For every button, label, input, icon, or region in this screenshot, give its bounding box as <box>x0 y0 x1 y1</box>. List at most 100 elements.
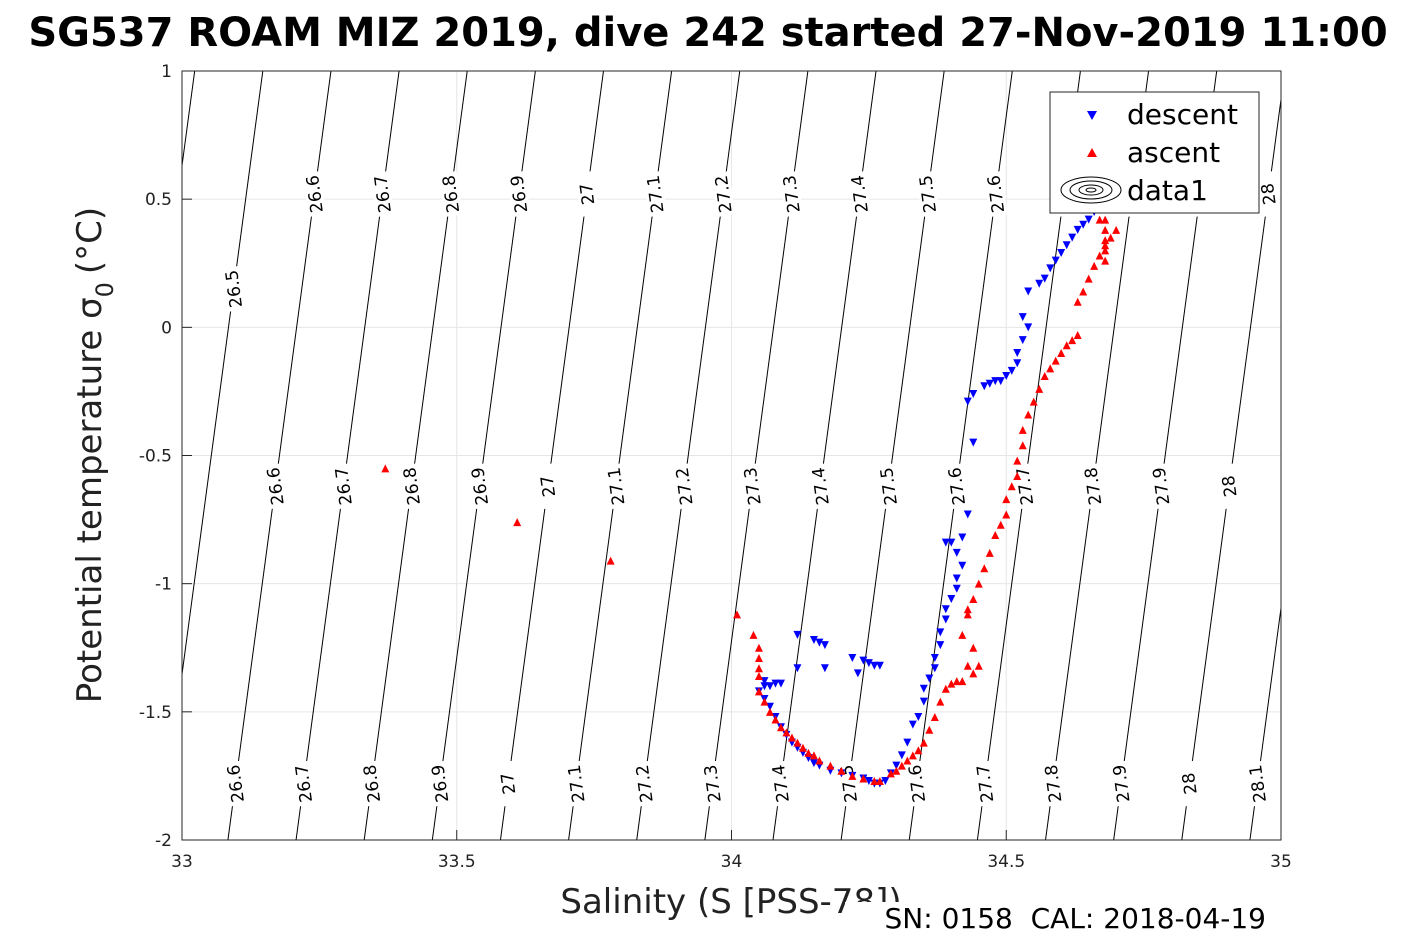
descent-point <box>952 574 961 583</box>
isopycnal-label-bg <box>672 463 696 510</box>
ascent-point <box>985 548 994 557</box>
isopycnal-label-bg <box>507 171 531 218</box>
legend-descent-marker <box>1087 111 1097 120</box>
isopycnal-label-bg <box>1012 463 1037 510</box>
isopycnal-label-bg <box>399 463 424 510</box>
ascent-point <box>1079 287 1088 296</box>
descent-point <box>875 661 884 670</box>
isopycnal-label: 27.1 <box>564 760 590 807</box>
isopycnal-label-text: 27.4 <box>809 466 834 506</box>
ascent-point <box>754 664 763 673</box>
descent-point <box>952 584 961 593</box>
y-tick-label: -1.5 <box>139 703 172 723</box>
descent-point <box>1024 323 1033 332</box>
isopycnal-label-text: 27.1 <box>644 174 669 214</box>
ascent-point <box>930 712 939 721</box>
isopycnal-label-text: 26.7 <box>332 466 357 506</box>
isopycnal-label-bg <box>1256 171 1281 218</box>
isopycnal-label-text: 26.8 <box>360 763 385 803</box>
isopycnal-label: 26.7 <box>291 760 317 807</box>
ascent-point <box>754 687 763 696</box>
ascent-point <box>1051 356 1060 365</box>
descent-point <box>996 377 1005 386</box>
ascent-point <box>1073 331 1082 340</box>
isopycnal-label: 27.4 <box>808 463 834 510</box>
descent-point <box>952 548 961 557</box>
isopycnal-label: 28 <box>1256 171 1281 218</box>
isopycnal-label-text: 26.6 <box>264 466 289 506</box>
descent-point <box>1018 336 1027 345</box>
ascent-point <box>936 697 945 706</box>
x-tick-label: 34.5 <box>987 852 1025 872</box>
isopycnal-label: 27.8 <box>1081 463 1106 510</box>
isopycnal-label: 27.7 <box>973 760 998 807</box>
isopycnal-label: 27 <box>575 171 599 218</box>
isopycnal-label-bg <box>291 760 316 807</box>
isopycnal-label: 26.6 <box>223 760 249 807</box>
isopycnal-label: 27.1 <box>643 171 669 218</box>
isopycnal-label-text: 26.9 <box>507 174 532 214</box>
isopycnal-label-bg <box>359 760 384 807</box>
isopycnal-label: 27 <box>536 463 560 510</box>
isopycnal-label: 27.5 <box>915 171 941 218</box>
isopycnal-label-text: 28 <box>1258 182 1281 206</box>
descent-point <box>925 674 934 683</box>
ascent-point <box>606 556 615 565</box>
isopycnal-label-bg <box>876 463 901 510</box>
ascent-point <box>776 723 785 732</box>
ascent-point <box>381 464 390 473</box>
isopycnal-label-bg <box>768 760 793 807</box>
ascent-point <box>892 766 901 775</box>
descent-point <box>776 679 785 688</box>
descent-point <box>809 636 818 645</box>
descent-point <box>765 682 774 691</box>
descent-point <box>980 382 989 391</box>
isopycnal-label-text: 27.7 <box>1013 466 1038 506</box>
isopycnal-label: 27.3 <box>700 760 726 807</box>
ascent-point <box>859 774 868 783</box>
isopycnal-label-text: 26.8 <box>439 174 464 214</box>
ascent-point <box>1035 384 1044 393</box>
isopycnal-line <box>1249 604 1281 840</box>
isopycnal-label-text: 27.9 <box>1110 763 1135 803</box>
isopycnal-label-text: 27.1 <box>605 466 630 506</box>
descent-point <box>859 656 868 665</box>
descent-point <box>991 377 1000 386</box>
ascent-point <box>749 630 758 639</box>
legend-ascent-marker <box>1087 148 1097 157</box>
ascent-point <box>1024 410 1033 419</box>
ascent-point <box>1002 510 1011 519</box>
ascent-point <box>771 715 780 724</box>
isopycnal-label-bg <box>915 171 940 218</box>
descent-point <box>1057 248 1066 257</box>
isopycnal-label: 27.2 <box>632 760 658 807</box>
isopycnal-label: 26.9 <box>507 171 532 218</box>
descent-point <box>820 641 829 650</box>
isopycnal-label: 26.8 <box>438 171 464 218</box>
isopycnal-line <box>1318 71 1417 840</box>
descent-point <box>903 738 912 747</box>
ascent-point <box>1101 225 1110 234</box>
isopycnal-label-text: 28 <box>1179 771 1202 795</box>
isopycnal-label-bg <box>1245 760 1270 807</box>
isopycnal-label: 26.6 <box>263 463 289 510</box>
isopycnal-label: 28 <box>1217 463 1242 510</box>
ascent-point <box>1057 348 1066 357</box>
ascent-point <box>914 746 923 755</box>
isopycnal-label-bg <box>263 463 288 510</box>
descent-point <box>1013 348 1022 357</box>
isopycnal-label-text: 27.9 <box>1150 466 1175 506</box>
isopycnal-label-text: 27.2 <box>633 763 658 803</box>
ascent-point <box>974 661 983 670</box>
isopycnal-label-bg <box>564 760 588 807</box>
isopycnal-label: 26.7 <box>370 171 396 218</box>
isopycnal-label: 27.3 <box>779 171 805 218</box>
isopycnal-label-bg <box>575 171 599 218</box>
descent-point <box>930 664 939 673</box>
isopycnal-label-text: 27.8 <box>1042 763 1067 803</box>
isopycnal-label: 27.5 <box>876 463 902 510</box>
ascent-point <box>996 520 1005 529</box>
ascent-point <box>815 756 824 765</box>
y-tick-label: -2 <box>155 831 172 851</box>
